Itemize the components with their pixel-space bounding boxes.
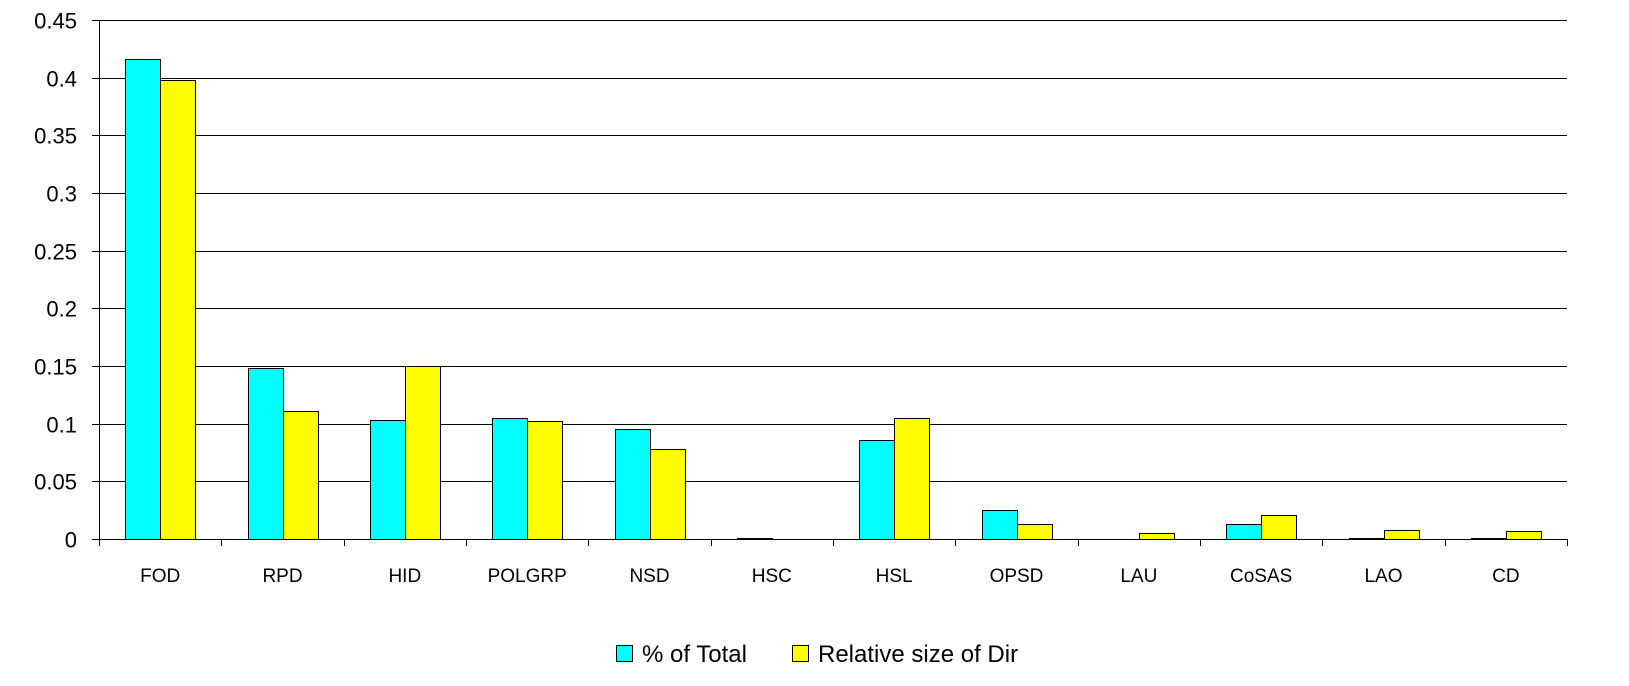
x-tick-label: CoSAS [1230, 566, 1292, 587]
legend-label: Relative size of Dir [818, 641, 1018, 668]
bar-relative-size-cosas [1261, 515, 1297, 540]
x-tick-label: LAU [1120, 566, 1157, 587]
bar-pct-of-total-hid [370, 420, 406, 540]
y-tick-label: 0.3 [46, 182, 77, 207]
y-tick-label: 0.35 [34, 124, 77, 149]
y-tick-label: 0.45 [34, 9, 77, 34]
y-tick-label: 0.15 [34, 355, 77, 380]
x-tick-label: LAO [1364, 566, 1402, 587]
bar-relative-size-rpd [283, 411, 319, 540]
gridlines [99, 20, 1567, 482]
bar-pct-of-total-opsd [982, 510, 1018, 540]
bar-pct-of-total-hsl [859, 440, 895, 540]
bar-relative-size-lao [1384, 530, 1420, 540]
bar-pct-of-total-polgrp [492, 418, 528, 540]
bar-relative-size-hid [405, 366, 441, 540]
tick-labels: 0 0.05 0.1 0.15 0.2 0.25 0.3 0.35 0.4 0.45 FOD RPD H… [34, 9, 1519, 588]
y-tick-label: 0.1 [46, 413, 77, 438]
bar-relative-size-cd [1506, 531, 1542, 540]
y-tick-label: 0.25 [34, 240, 77, 265]
legend-label: % of Total [642, 641, 747, 668]
bar-relative-size-lau [1139, 533, 1175, 540]
x-tick-label: POLGRP [488, 566, 567, 587]
bar-pct-of-total-rpd [248, 368, 284, 540]
x-tick-label: HSC [752, 566, 792, 587]
y-tick-label: 0.05 [34, 470, 77, 495]
x-tick-label: CD [1492, 566, 1519, 587]
legend-swatch [616, 645, 633, 662]
y-tick-label: 0.4 [46, 67, 77, 92]
bar-relative-size-hsl [894, 418, 930, 540]
legend-swatch [792, 645, 809, 662]
bar-pct-of-total-nsd [615, 429, 651, 540]
x-tick-label: RPD [262, 566, 302, 587]
bars [125, 59, 1542, 540]
x-tick-label: FOD [140, 566, 180, 587]
x-tick-label: NSD [629, 566, 669, 587]
bar-relative-size-opsd [1017, 524, 1053, 540]
bar-pct-of-total-fod [125, 59, 161, 540]
x-tick-label: HID [388, 566, 421, 587]
legend: % of Total Relative size of Dir [616, 641, 1018, 668]
bar-relative-size-polgrp [527, 421, 563, 540]
bar-relative-size-nsd [650, 449, 686, 540]
axes [92, 20, 1568, 546]
x-tick-label: HSL [876, 566, 913, 587]
bar-relative-size-fod [160, 80, 196, 540]
y-tick-label: 0.2 [46, 297, 77, 322]
y-tick-label: 0 [65, 528, 77, 553]
bar-pct-of-total-cosas [1226, 524, 1262, 540]
x-tick-label: OPSD [990, 566, 1044, 587]
